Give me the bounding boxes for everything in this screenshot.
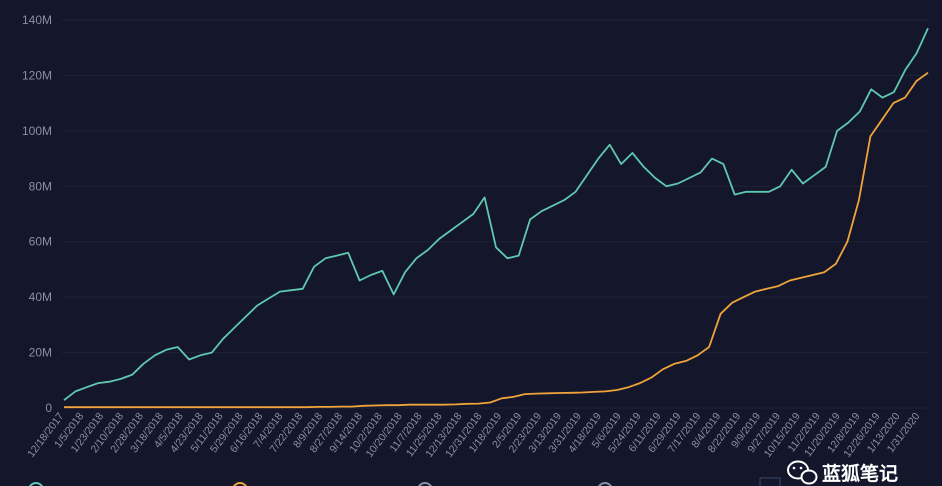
y-tick-label: 40M	[29, 290, 52, 304]
y-tick-label: 20M	[29, 346, 52, 360]
y-tick-label: 100M	[22, 124, 52, 138]
y-axis-ticks: 0 20M 40M 60M 80M 100M 120M 140M	[22, 13, 52, 415]
y-tick-label: 0	[45, 401, 52, 415]
series-lines	[63, 27, 929, 409]
legend-marker	[418, 482, 432, 486]
series-line-1	[63, 27, 929, 401]
series-line-2	[64, 71, 929, 409]
legend	[29, 477, 781, 486]
legend-marker	[598, 482, 612, 486]
legend-marker	[759, 477, 781, 486]
wechat-icon	[787, 460, 818, 485]
y-tick-label: 140M	[22, 13, 52, 27]
legend-marker	[29, 482, 43, 486]
y-tick-label: 80M	[29, 179, 52, 193]
watermark: 蓝狐笔记	[787, 460, 898, 485]
gridlines	[62, 19, 928, 409]
watermark-text: 蓝狐笔记	[822, 462, 898, 485]
y-tick-label: 120M	[22, 68, 52, 82]
x-axis-ticks: 12/18/20171/5/20181/23/20182/10/20182/28…	[25, 410, 922, 459]
legend-marker	[233, 482, 247, 486]
y-tick-label: 60M	[29, 235, 52, 249]
